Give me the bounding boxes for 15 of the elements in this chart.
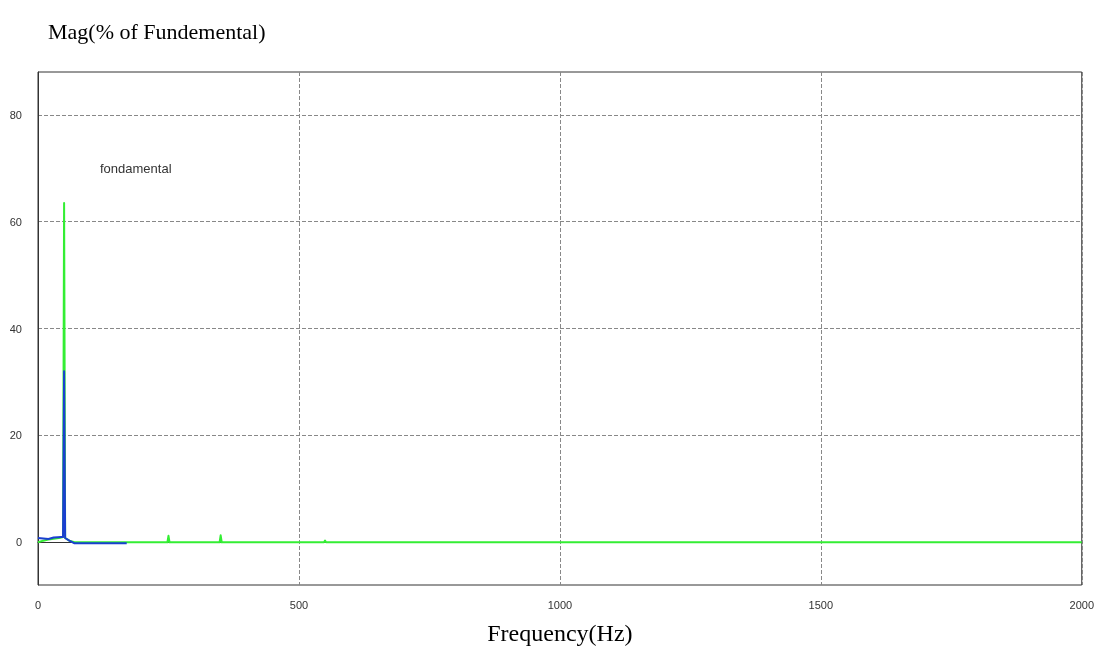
- y-tick-label: 0: [15, 536, 22, 549]
- x-tick-label: 0: [34, 598, 42, 611]
- x-tick-label: 500: [289, 598, 309, 611]
- x-tick-label: 2000: [1069, 598, 1095, 611]
- y-tick-label: 40: [9, 322, 22, 335]
- line-series: [37, 370, 128, 545]
- x-tick-label: 1500: [808, 598, 834, 611]
- x-axis-title: Frequency(Hz): [487, 620, 633, 646]
- y-axis-title: Mag(% of Fundemental): [48, 18, 266, 44]
- y-tick-label: 60: [9, 215, 22, 228]
- line-series: [37, 201, 1083, 544]
- x-tick-label: 1000: [547, 598, 573, 611]
- annotation: fondamental: [100, 161, 172, 176]
- y-tick-label: 20: [9, 429, 22, 442]
- y-tick-label: 80: [9, 108, 22, 121]
